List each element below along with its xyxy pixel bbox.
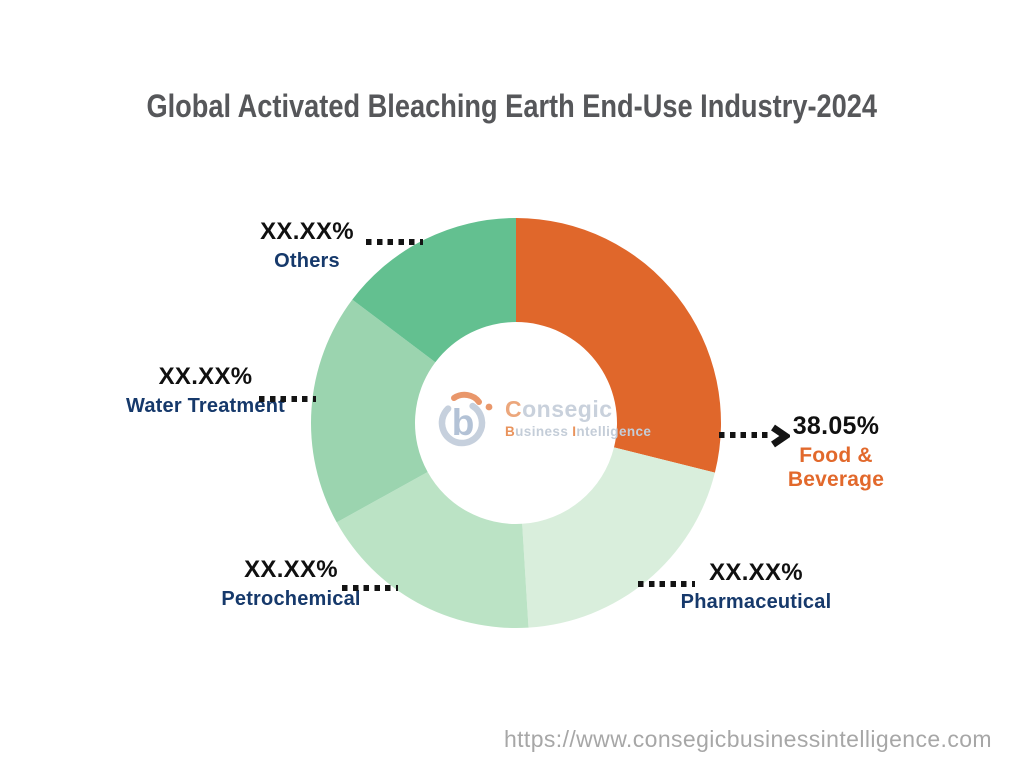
callout-others: XX.XX% Others xyxy=(237,218,377,272)
callout-pharmaceutical: XX.XX% Pharmaceutical xyxy=(677,559,835,613)
category-label-water-treatment: Water Treatment xyxy=(126,394,285,417)
category-label-others: Others xyxy=(274,249,340,272)
leader-dots-pharmaceutical xyxy=(638,581,695,587)
donut-segment-water-treatment xyxy=(311,299,436,523)
donut-segment-food-beverage xyxy=(516,218,721,473)
callout-food-beverage: 38.05% Food & Beverage xyxy=(749,412,923,491)
arrow-right-icon xyxy=(771,424,790,448)
leader-dots-water-treatment xyxy=(259,396,316,402)
brand-mark-icon: b xyxy=(438,391,493,447)
footer-url[interactable]: https://www.consegicbusinessintelligence… xyxy=(503,726,992,752)
leader-dots-food-beverage xyxy=(719,432,770,438)
page-title: Global Activated Bleaching Earth End-Use… xyxy=(146,88,878,124)
percent-label-petrochemical: XX.XX% xyxy=(244,556,338,583)
category-label-food-beverage: Food & Beverage xyxy=(787,444,885,491)
callout-petrochemical: XX.XX% Petrochemical xyxy=(215,556,367,610)
leader-dots-others xyxy=(366,239,423,245)
category-label-petrochemical: Petrochemical xyxy=(221,587,361,610)
donut-segment-petrochemical xyxy=(336,471,529,628)
svg-text:b: b xyxy=(452,402,475,443)
donut-segment-others xyxy=(352,218,516,363)
donut-segment-pharmaceutical xyxy=(522,447,715,628)
leader-dots-petrochemical xyxy=(342,585,398,591)
donut-chart xyxy=(311,218,721,628)
watermark-logo: b Consegic Business Intelligence xyxy=(436,387,651,449)
callout-water-treatment: XX.XX% Water Treatment xyxy=(93,363,318,417)
percent-label-water-treatment: XX.XX% xyxy=(158,363,253,390)
category-label-pharmaceutical: Pharmaceutical xyxy=(680,590,832,613)
chart-title-container: Global Activated Bleaching Earth End-Use… xyxy=(0,88,1024,125)
brand-text: Consegic Business Intelligence xyxy=(505,397,651,439)
percent-label-pharmaceutical: XX.XX% xyxy=(709,559,803,586)
brand-name: Consegic xyxy=(505,395,613,422)
percent-label-others: XX.XX% xyxy=(260,218,354,245)
percent-label-food-beverage: 38.05% xyxy=(792,412,880,440)
brand-tagline: Business Intelligence xyxy=(505,424,652,440)
